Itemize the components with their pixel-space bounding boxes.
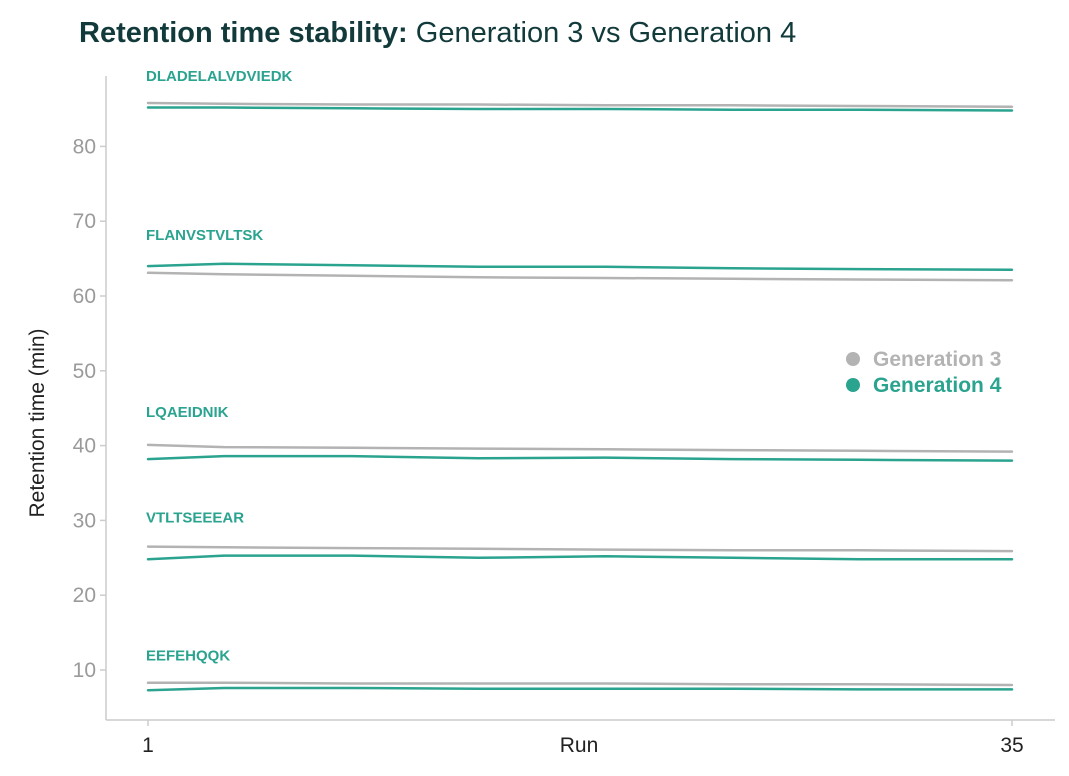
y-tick-label: 30 (73, 509, 96, 532)
chart-title-bold: Retention time stability: (79, 17, 408, 49)
x-tick-label: 35 (1000, 734, 1023, 757)
y-axis-label: Retention time (min) (26, 328, 49, 517)
legend-marker-generation-3 (846, 352, 860, 366)
y-tick-label: 60 (73, 285, 96, 308)
axes (105, 76, 1055, 721)
chart-title: Retention time stability: Generation 3 v… (79, 17, 796, 49)
y-tick-label: 70 (73, 210, 96, 233)
x-axis-ticks: 1 35 (142, 720, 1024, 757)
line-gen4-dladelalvdviedk (146, 106, 1014, 112)
peptide-label-vtltseeear: VTLTSEEEAR (146, 510, 244, 527)
chart-title-regular: Generation 3 vs Generation 4 (408, 17, 797, 49)
line-gen4-eefehqqk (146, 686, 1014, 692)
y-tick-label: 50 (73, 360, 96, 383)
line-gen4-vtltseeear (146, 554, 1014, 561)
x-axis-label: Run (560, 734, 599, 757)
line-gen3-flanvstvltsk (146, 271, 1014, 282)
line-gen3-lqaeidnik (146, 443, 1014, 453)
peptide-label-dladelalvdviedk: DLADELALVDVIEDK (146, 68, 293, 85)
peptide-labels: DLADELALVDVIEDK FLANVSTVLTSK LQAEIDNIK VTLT… (146, 68, 293, 665)
line-gen3-vtltseeear (146, 545, 1014, 553)
series-lines (146, 101, 1014, 692)
y-tick-label: 20 (73, 584, 96, 607)
peptide-label-eefehqqk: EEFEHQQK (146, 648, 230, 665)
legend-label-generation-3: Generation 3 (873, 348, 1001, 371)
line-gen4-flanvstvltsk (146, 262, 1014, 272)
line-gen3-eefehqqk (146, 681, 1014, 687)
legend-marker-generation-4 (846, 378, 860, 392)
y-tick-label: 80 (73, 135, 96, 158)
line-gen4-lqaeidnik (146, 454, 1014, 462)
y-axis-ticks: 10 20 30 40 50 60 70 80 (73, 135, 106, 682)
legend-label-generation-4: Generation 4 (873, 374, 1002, 397)
x-tick-label: 1 (142, 734, 154, 757)
legend: Generation 3 Generation 4 (846, 348, 1002, 397)
peptide-label-lqaeidnik: LQAEIDNIK (146, 404, 229, 421)
line-gen3-dladelalvdviedk (146, 101, 1014, 109)
y-tick-label: 10 (73, 659, 96, 682)
y-tick-label: 40 (73, 435, 96, 458)
peptide-label-flanvstvltsk: FLANVSTVLTSK (146, 227, 263, 244)
